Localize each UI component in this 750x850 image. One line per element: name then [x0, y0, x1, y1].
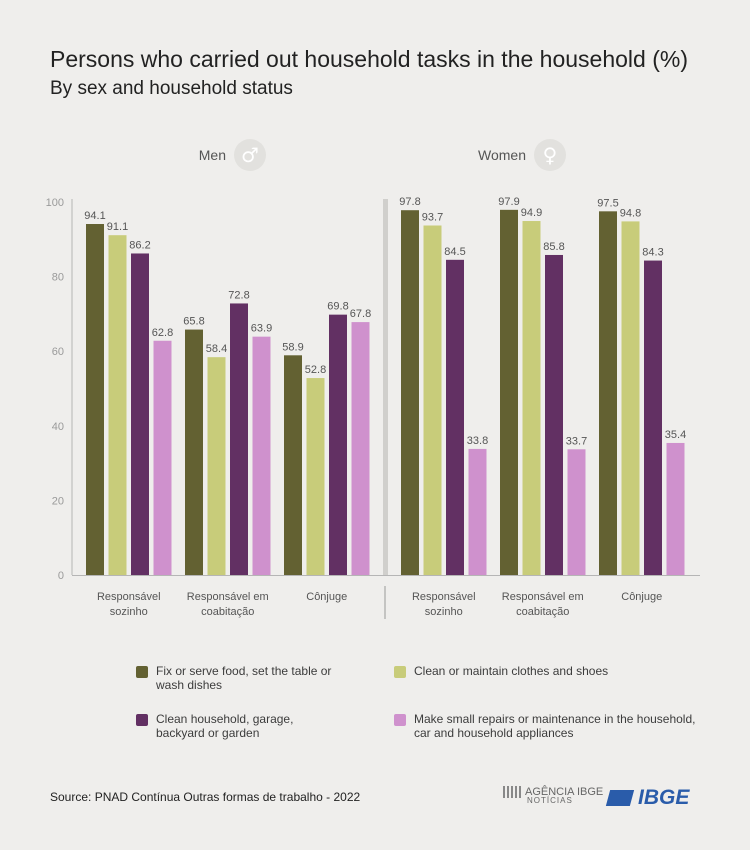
- data-label: 67.8: [350, 308, 371, 320]
- agencia-ibge-logo: AGÊNCIA IBGE NOTÍCIAS: [503, 786, 603, 805]
- ibge-logo: IBGE: [605, 786, 690, 810]
- category-label: coabitação: [201, 606, 254, 618]
- y-tick-label: 100: [46, 197, 64, 209]
- legend-swatch: [394, 666, 406, 678]
- legend-swatch: [136, 666, 148, 678]
- category-label: Responsável: [97, 591, 161, 603]
- agencia-logo-text: AGÊNCIA IBGE: [525, 786, 604, 798]
- data-label: 93.7: [422, 211, 443, 223]
- legend-label-line: wash dishes: [156, 678, 223, 692]
- male-symbol-icon: ♂: [241, 143, 259, 167]
- bar: [522, 221, 541, 575]
- y-tick-label: 60: [52, 346, 64, 358]
- data-label: 58.9: [282, 341, 303, 353]
- bar: [284, 355, 302, 575]
- bar: [230, 303, 248, 575]
- legend-label: Make small repairs or maintenance in the…: [414, 712, 695, 740]
- legend-swatch: [136, 714, 148, 726]
- bar: [468, 448, 487, 575]
- legend-label-line: backyard or garden: [156, 726, 260, 740]
- data-label: 33.8: [467, 435, 488, 447]
- data-label: 69.8: [327, 301, 348, 313]
- data-label: 65.8: [183, 316, 204, 328]
- legend-swatch: [394, 714, 406, 726]
- data-label: 97.5: [597, 197, 618, 209]
- data-label: 63.9: [251, 323, 272, 335]
- legend-label-line: Clean household, garage,: [156, 712, 294, 726]
- bar: [599, 211, 617, 575]
- chart-subtitle: By sex and household status: [50, 78, 293, 99]
- panel-divider: [383, 199, 388, 575]
- data-label: 58.4: [206, 343, 227, 355]
- bar: [351, 322, 370, 575]
- bar: [153, 340, 172, 575]
- bar: [401, 210, 419, 575]
- category-label: coabitação: [516, 606, 569, 618]
- data-label: 35.4: [665, 429, 686, 441]
- data-label: 84.3: [642, 247, 663, 259]
- bar: [252, 336, 271, 575]
- bar: [131, 253, 149, 575]
- bar: [621, 221, 640, 575]
- legend-label: Fix or serve food, set the table or wash …: [156, 664, 331, 692]
- category-label: Cônjuge: [306, 591, 347, 603]
- data-label: 85.8: [543, 241, 564, 253]
- bar: [666, 442, 685, 575]
- data-label: 97.9: [498, 196, 519, 208]
- data-label: 97.8: [399, 196, 420, 208]
- source-note: Source: PNAD Contínua Outras formas de t…: [50, 790, 361, 804]
- category-label: Responsável: [412, 591, 476, 603]
- legend-label-line: car and household appliances: [414, 726, 574, 740]
- legend-label-line: Make small repairs or maintenance in the…: [414, 712, 696, 726]
- legend-label-line: Clean or maintain clothes and shoes: [414, 664, 609, 678]
- data-label: 94.1: [84, 210, 105, 222]
- y-tick-label: 0: [58, 570, 64, 582]
- female-symbol-icon: ♀: [543, 143, 558, 167]
- legend-label: Clean household, garage, backyard or gard…: [156, 712, 293, 740]
- agencia-logo-subtext: NOTÍCIAS: [527, 796, 573, 806]
- bar: [86, 224, 104, 575]
- y-tick-label: 20: [52, 495, 64, 507]
- panel-icon-circle: [234, 139, 266, 171]
- bar: [500, 209, 518, 575]
- data-label: 72.8: [228, 289, 249, 301]
- ibge-logo-text: IBGE: [638, 786, 690, 809]
- category-label: Cônjuge: [621, 591, 662, 603]
- data-label: 33.7: [566, 435, 587, 447]
- bar: [644, 260, 662, 575]
- bar: [567, 449, 586, 575]
- bar: [306, 378, 325, 575]
- data-label: 91.1: [107, 221, 128, 233]
- bar: [446, 259, 464, 575]
- legend-label: Clean or maintain clothes and shoes: [414, 664, 608, 678]
- legend-label-line: Fix or serve food, set the table or: [156, 664, 332, 678]
- chart-title: Persons who carried out household tasks …: [50, 46, 688, 72]
- bar: [185, 329, 203, 575]
- panel-label-women: Women: [478, 147, 526, 163]
- bar: [108, 235, 127, 575]
- bar-chart: 0 20 40 60 80 100 Men ♂ Women ♀ 94.1 65.8 58.9 91.1 58…: [46, 139, 700, 619]
- category-label: sozinho: [425, 606, 463, 618]
- y-tick-label: 40: [52, 421, 64, 433]
- category-label: Responsável em: [502, 591, 584, 603]
- category-label: sozinho: [110, 606, 148, 618]
- data-label: 94.8: [620, 207, 641, 219]
- data-label: 52.8: [305, 364, 326, 376]
- panel-label-men: Men: [199, 147, 226, 163]
- data-label: 94.9: [521, 207, 542, 219]
- bar: [423, 225, 442, 575]
- agencia-logo-icon: [503, 786, 521, 799]
- bar: [545, 254, 563, 575]
- bar: [207, 357, 226, 575]
- ibge-logo-icon: [605, 790, 635, 807]
- data-label: 62.8: [152, 327, 173, 339]
- data-label: 86.2: [129, 239, 150, 251]
- y-tick-label: 80: [52, 272, 64, 284]
- data-label: 84.5: [444, 246, 465, 258]
- bar: [329, 314, 347, 575]
- category-label: Responsável em: [187, 591, 269, 603]
- panel-icon-circle: [534, 139, 566, 171]
